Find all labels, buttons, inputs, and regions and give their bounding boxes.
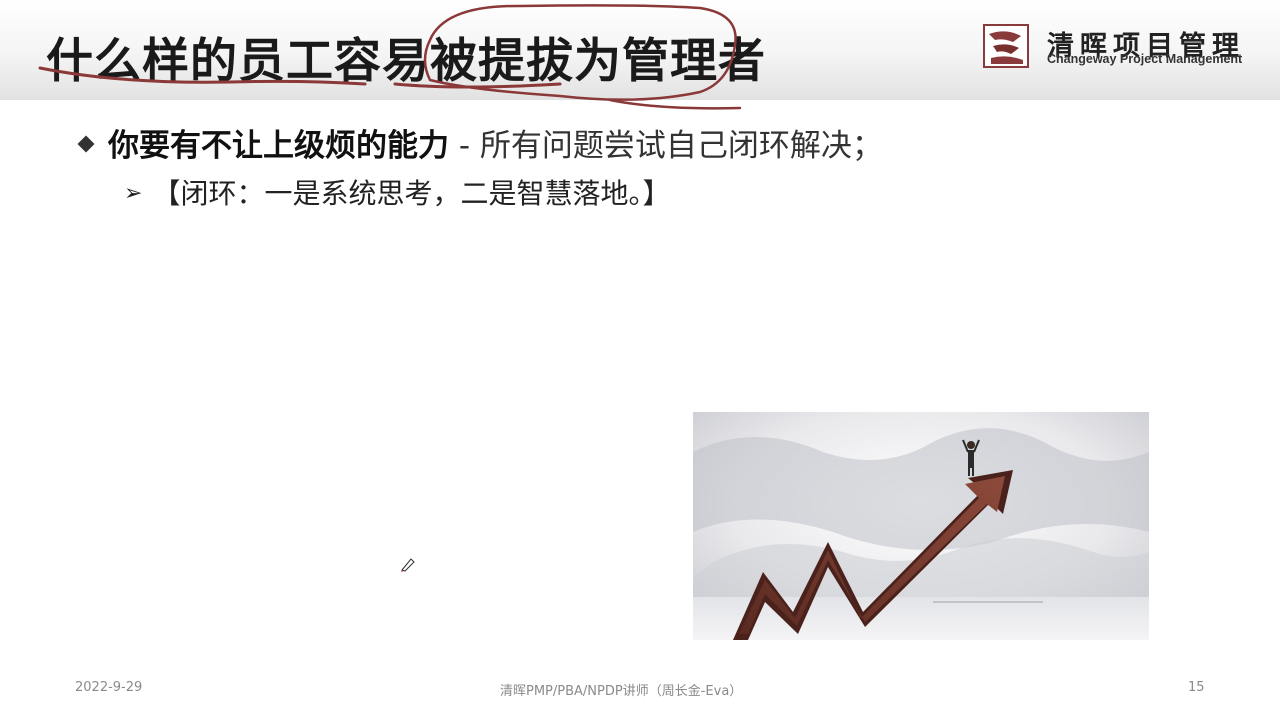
diamond-bullet-icon [77, 135, 95, 153]
company-logo: 清晖项目管理 Changeway Project Management [983, 22, 1253, 72]
arrowhead-bullet-icon: ➢ [124, 181, 143, 206]
sub-bullet-text: 【闭环：一是系统思考，二是智慧落地。】 [152, 177, 671, 210]
pen-cursor-icon [401, 558, 415, 572]
slide-title: 什么样的员工容易被提拔为管理者 [46, 34, 766, 89]
bullet-normal-text: - 所有问题尝试自己闭环解决； [449, 128, 883, 164]
page-number: 15 [1188, 680, 1205, 695]
bullet-item-level2: ➢ 【闭环：一是系统思考，二是智慧落地。】 [124, 172, 670, 212]
changeway-logo-icon [983, 24, 1029, 68]
footer-date: 2022-9-29 [75, 680, 143, 695]
bullet-bold-text: 你要有不让上级烦的能力 [108, 128, 449, 164]
bullet-item-level1: 你要有不让上级烦的能力 - 所有问题尝试自己闭环解决； [77, 120, 883, 164]
logo-name-cn: 清晖项目管理 [1047, 31, 1245, 62]
footer-presenter: 清晖PMP/PBA/NPDP讲师（周长金-Eva） [500, 684, 743, 699]
rising-arrow-man-photo [693, 412, 1149, 640]
logo-name-en: Changeway Project Management [1047, 52, 1243, 66]
